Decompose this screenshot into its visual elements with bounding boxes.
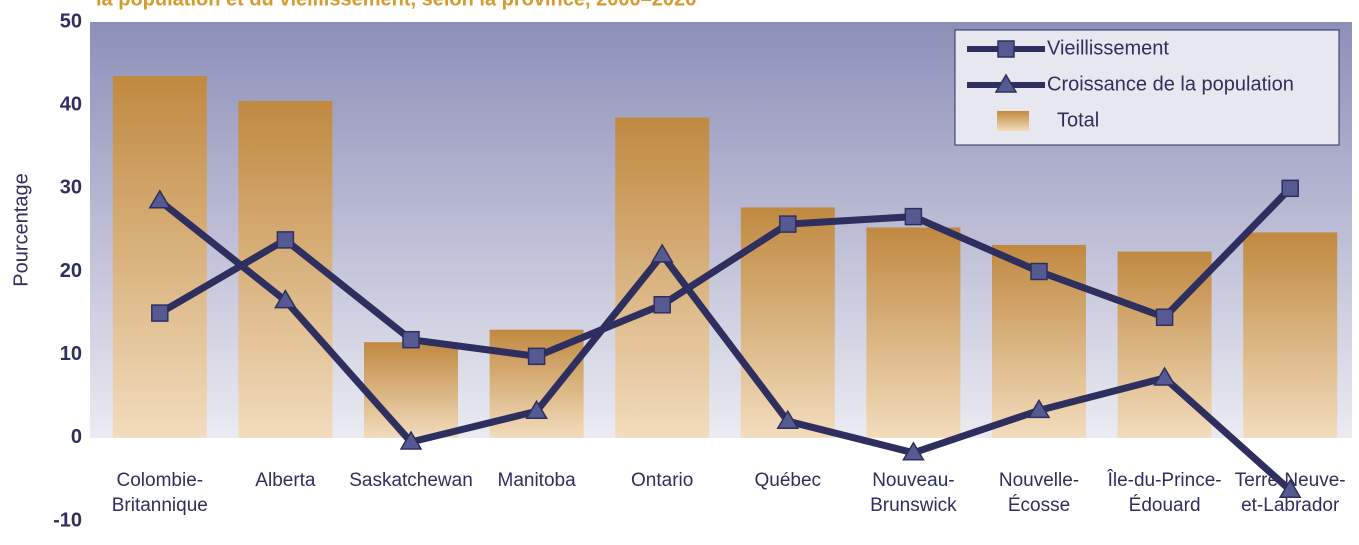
marker (402, 330, 420, 349)
bar (238, 101, 333, 438)
marker (776, 409, 800, 429)
legend-label: Total (1057, 109, 1099, 131)
x-tick-label: Nouvelle- (999, 470, 1079, 491)
bar (1243, 232, 1338, 438)
y-tick-label: 20 (60, 260, 82, 282)
marker (274, 289, 297, 309)
x-tick-label: Île-du-Prince- (1107, 469, 1222, 491)
y-tick-label: -10 (53, 509, 82, 531)
marker (1281, 179, 1299, 198)
marker (527, 347, 546, 366)
marker (653, 296, 671, 314)
marker (1027, 398, 1051, 419)
x-tick-label: Alberta (255, 470, 316, 491)
marker (779, 215, 797, 233)
marker (902, 441, 925, 461)
marker (997, 40, 1015, 58)
marker (1153, 366, 1176, 386)
marker (1030, 262, 1048, 281)
marker (276, 231, 295, 249)
y-tick-label: 30 (60, 177, 82, 199)
y-tick-label: 50 (60, 10, 82, 32)
marker (994, 73, 1018, 93)
x-tick-label: Manitoba (498, 470, 577, 491)
line (158, 185, 1293, 360)
marker (151, 304, 169, 322)
chart-title: la population et du vieillissement, selo… (96, 0, 696, 10)
marker (1278, 478, 1302, 498)
x-tick-label: et-Labrador (1241, 495, 1340, 516)
y-axis-label: Pourcentage (10, 173, 32, 286)
legend-label: Croissance de la population (1047, 73, 1294, 95)
legend-label: Vieillissement (1047, 37, 1169, 59)
bar (112, 76, 207, 438)
x-tick-label: Colombie- (117, 470, 204, 491)
x-tick-label: Écosse (1008, 495, 1070, 516)
x-tick-label: Nouveau- (872, 470, 954, 491)
x-tick-label: Ontario (631, 470, 693, 491)
bar (615, 117, 710, 438)
x-tick-label: Brunswick (870, 495, 957, 516)
y-tick-label: 10 (60, 343, 82, 365)
legend-swatch (997, 111, 1029, 131)
marker (1155, 308, 1174, 326)
x-tick-label: Britannique (112, 495, 208, 516)
bar (866, 227, 961, 438)
marker (525, 399, 548, 419)
marker (650, 243, 674, 263)
x-tick-label: Édouard (1129, 495, 1201, 516)
marker (904, 207, 923, 226)
marker (399, 430, 423, 450)
bar (364, 342, 458, 438)
x-tick-label: Québec (755, 470, 822, 491)
y-tick-label: 0 (71, 426, 82, 448)
line (157, 198, 1293, 493)
y-tick-label: 40 (60, 93, 82, 115)
x-tick-label: Saskatchewan (349, 470, 473, 491)
marker (148, 189, 172, 209)
